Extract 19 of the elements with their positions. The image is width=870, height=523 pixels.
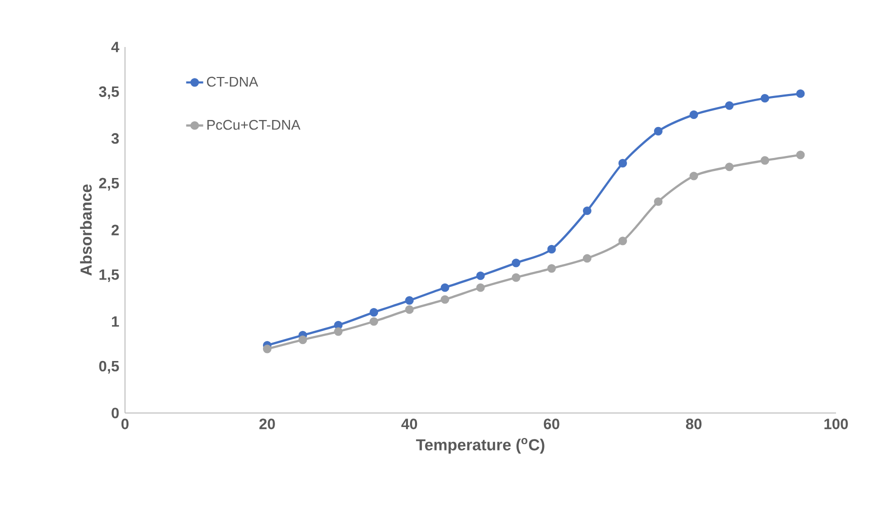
x-tick-label: 40 xyxy=(401,418,418,430)
y-tick-label: 4 xyxy=(111,42,120,52)
y-tick-label: 2 xyxy=(112,224,119,236)
y-tick-label: 2,5 xyxy=(99,178,119,191)
y-tick-label: 0 xyxy=(112,408,119,418)
y-tick-label: 3 xyxy=(111,133,119,144)
x-tick-label: 20 xyxy=(259,418,275,430)
x-tick-label: 80 xyxy=(686,418,702,430)
y-tick-label: 1 xyxy=(112,316,119,327)
x-tick-label: 0 xyxy=(121,418,129,430)
legend-label: CT-DNA xyxy=(206,76,258,87)
x-axis-title: Temperature ($^{o}$C) xyxy=(416,438,544,454)
legend-label: PcCu+CT-DNA xyxy=(207,120,300,130)
y-axis-title: Absorbance xyxy=(80,184,92,276)
x-tick-label: 60 xyxy=(544,418,560,430)
y-tick-label: 0,5 xyxy=(99,360,119,374)
y-tick-label: 3,5 xyxy=(98,86,119,100)
x-tick-label: 100 xyxy=(824,418,848,430)
y-tick-label: 1,5 xyxy=(100,269,119,282)
